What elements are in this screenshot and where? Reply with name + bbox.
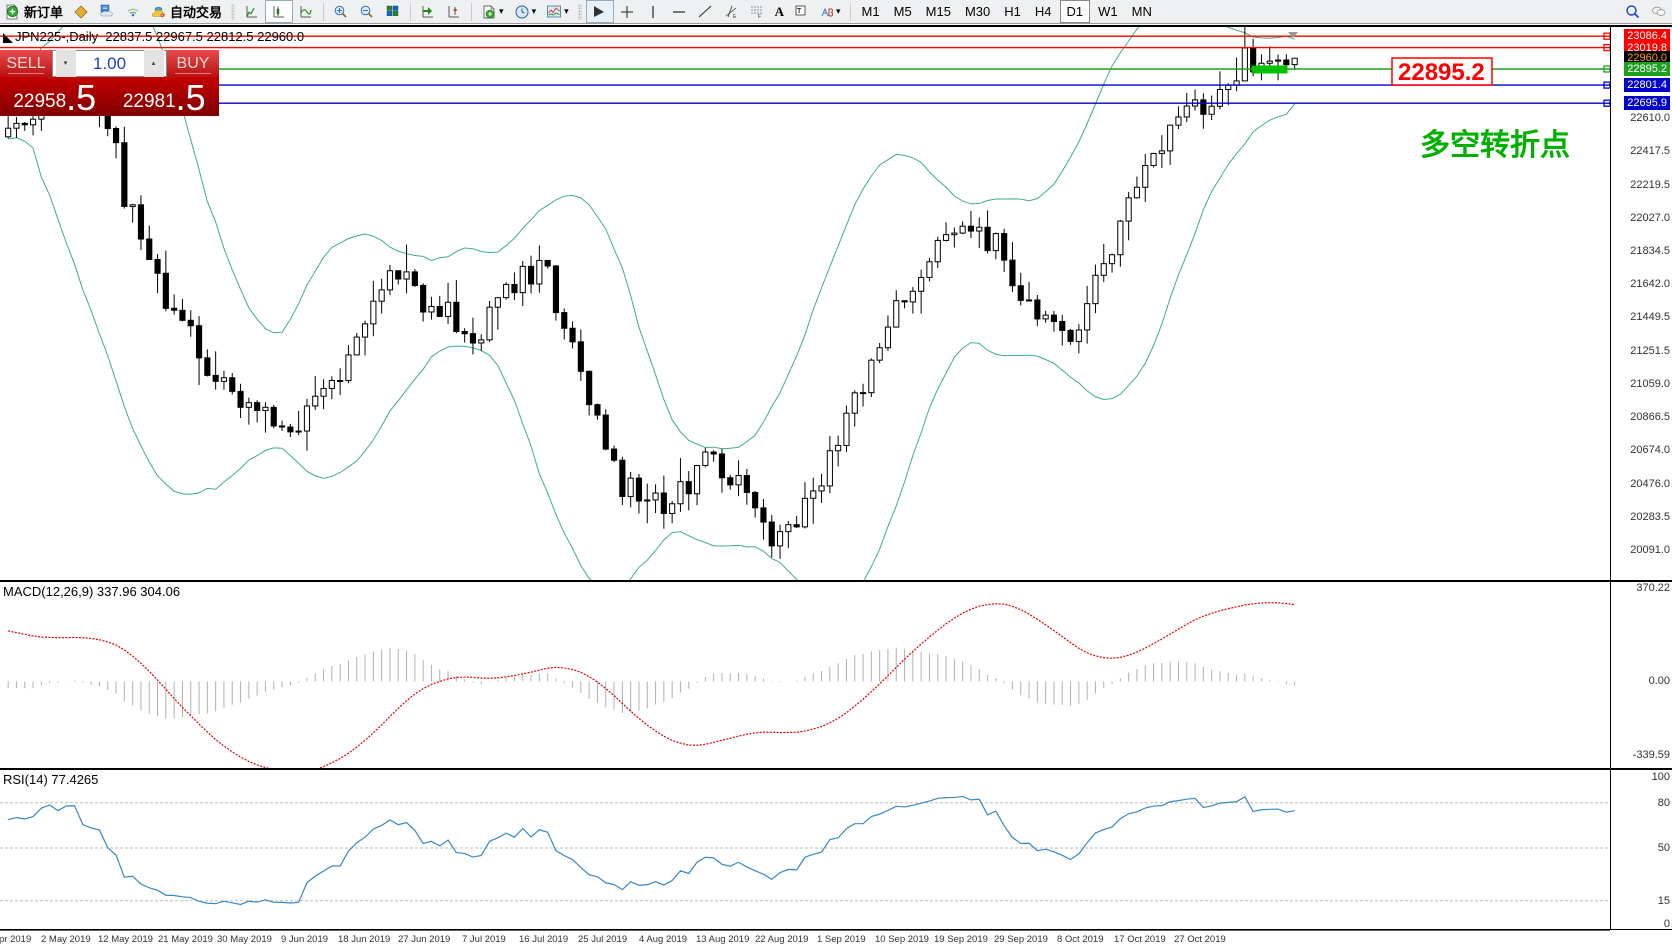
svg-text:多空转折点: 多空转折点: [1420, 129, 1570, 162]
svg-text:T: T: [797, 8, 802, 15]
svg-text:F: F: [758, 14, 761, 20]
svg-text:E: E: [733, 14, 737, 20]
svg-text:22895.2: 22895.2: [1398, 59, 1485, 86]
